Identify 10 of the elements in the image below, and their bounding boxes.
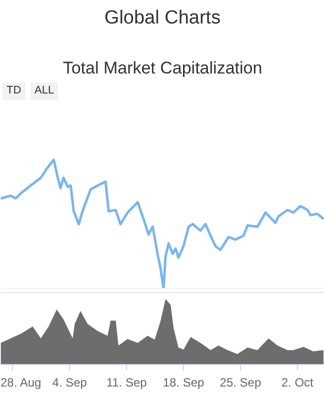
chart-subtitle: Total Market Capitalization bbox=[62, 58, 262, 78]
text: TD bbox=[6, 84, 22, 96]
x-tick-label: 18. Sep bbox=[162, 376, 205, 390]
x-tick-label: 4. Sep bbox=[52, 376, 88, 390]
chart-title: Global Charts bbox=[104, 8, 221, 28]
x-tick-label: 25. Sep bbox=[220, 376, 262, 390]
x-tick-label: 2. Oct bbox=[281, 376, 314, 390]
text: ALL bbox=[34, 84, 54, 96]
x-tick-label: 11. Sep bbox=[106, 376, 148, 390]
x-tick-label: 28. Aug bbox=[0, 376, 42, 390]
